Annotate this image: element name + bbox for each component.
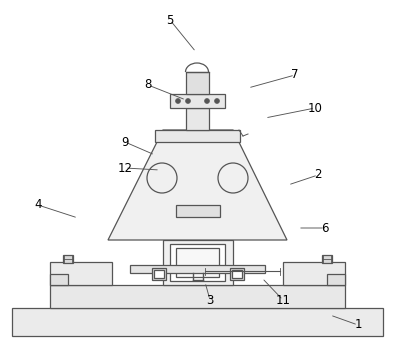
Circle shape xyxy=(175,98,181,104)
Bar xyxy=(50,262,112,285)
Bar xyxy=(163,240,233,285)
Bar xyxy=(50,274,68,285)
Bar xyxy=(322,255,332,263)
Bar xyxy=(152,268,166,280)
Bar xyxy=(176,248,219,277)
Text: 3: 3 xyxy=(206,294,214,307)
Text: 8: 8 xyxy=(144,79,152,92)
Circle shape xyxy=(186,98,190,104)
Bar xyxy=(130,265,265,273)
Circle shape xyxy=(214,98,220,104)
Bar xyxy=(327,274,345,285)
Polygon shape xyxy=(108,130,287,240)
Bar xyxy=(170,94,225,108)
Text: 1: 1 xyxy=(354,319,362,331)
Text: 5: 5 xyxy=(166,13,174,26)
Bar xyxy=(63,255,73,263)
Text: 7: 7 xyxy=(291,69,299,82)
Bar xyxy=(230,268,244,280)
Bar xyxy=(283,262,345,285)
Bar xyxy=(176,205,220,217)
Bar xyxy=(186,72,209,94)
Bar xyxy=(12,308,383,336)
Text: 6: 6 xyxy=(321,222,329,235)
Bar xyxy=(232,270,242,278)
Text: 10: 10 xyxy=(308,102,322,115)
Bar xyxy=(186,108,209,130)
Text: 2: 2 xyxy=(314,168,322,181)
Text: 9: 9 xyxy=(121,135,129,149)
Text: 11: 11 xyxy=(275,294,290,307)
Bar xyxy=(50,285,345,308)
Bar xyxy=(154,270,164,278)
Bar xyxy=(170,244,225,281)
Text: 12: 12 xyxy=(117,162,132,175)
Text: 4: 4 xyxy=(34,199,42,212)
Circle shape xyxy=(205,98,209,104)
Bar xyxy=(155,130,240,142)
